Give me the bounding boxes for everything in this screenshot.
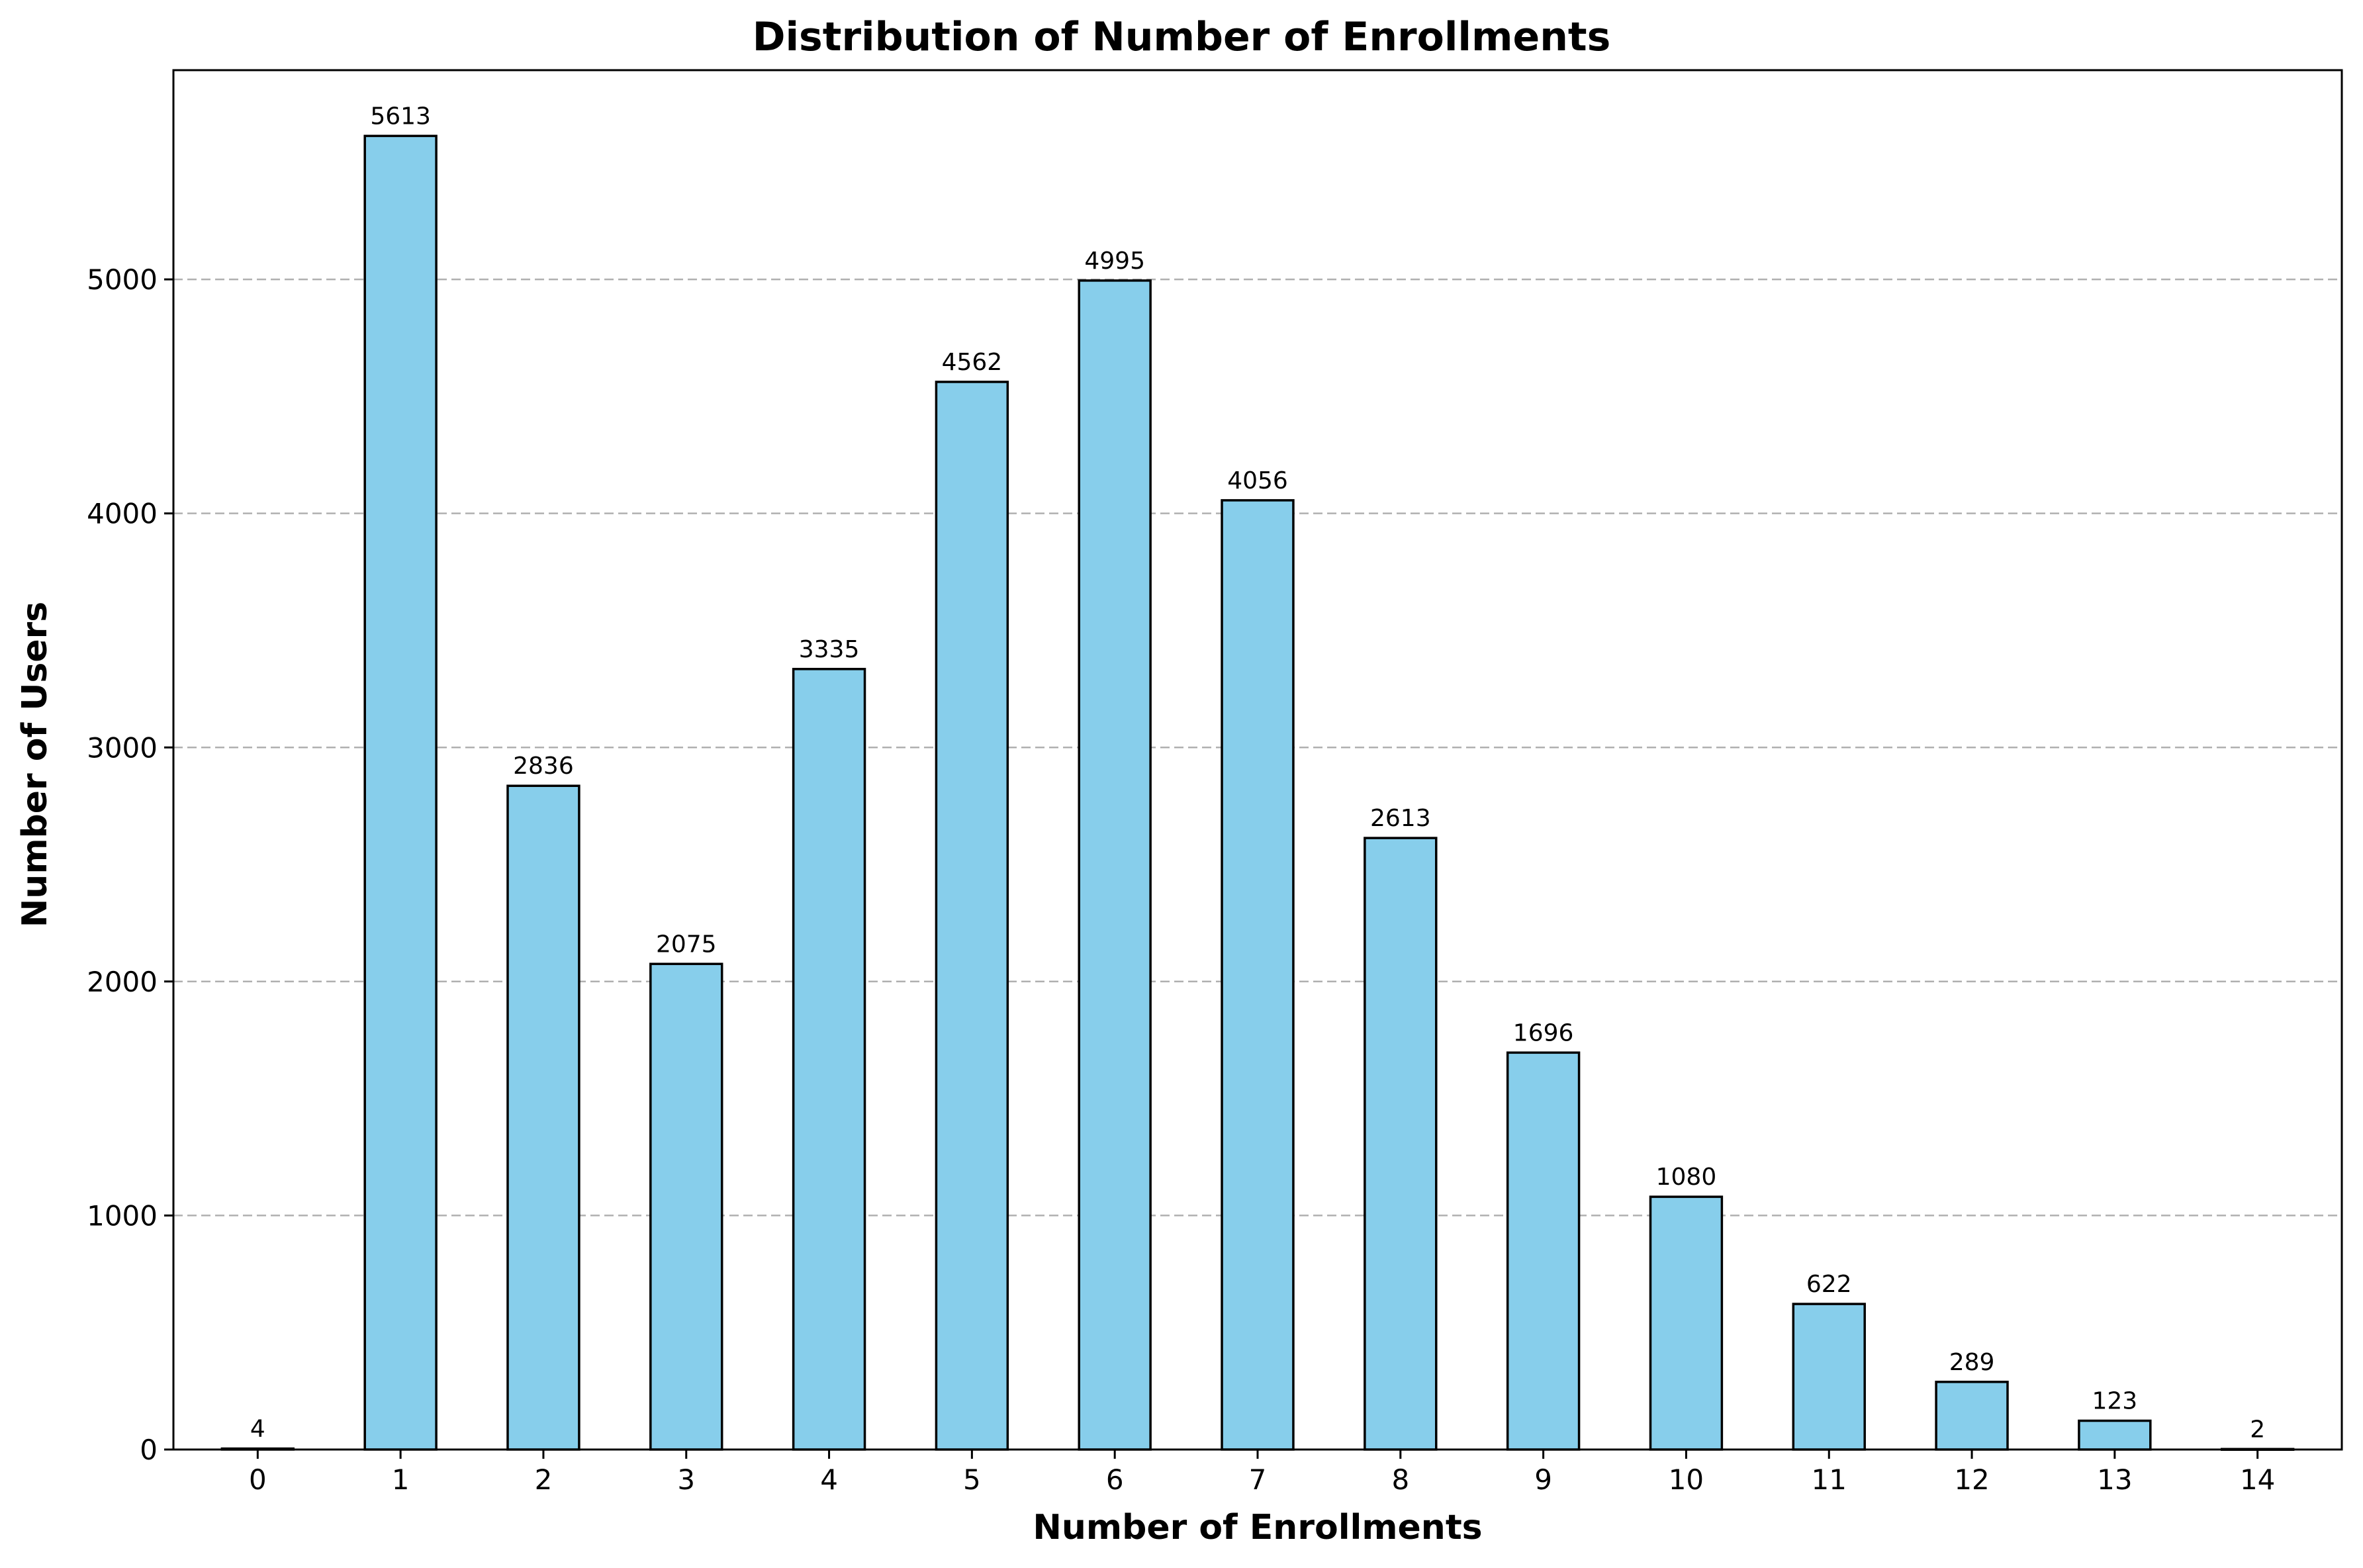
x-tick-label: 12 xyxy=(1954,1463,1989,1496)
bar-value-label: 1696 xyxy=(1513,1019,1574,1046)
y-axis-label: Number of Users xyxy=(15,602,55,927)
bar-value-label: 4562 xyxy=(942,349,1003,376)
x-axis-ticks: 0 1 2 3 4 5 6 7 8 9 10 11 12 13 14 xyxy=(249,1450,2275,1496)
bar xyxy=(2078,1419,2152,1451)
y-tick-label: 5000 xyxy=(87,263,158,296)
bars xyxy=(220,134,2295,1452)
bar-value-label: 1080 xyxy=(1656,1164,1717,1191)
bar-value-label: 4995 xyxy=(1084,248,1145,275)
x-tick-label: 7 xyxy=(1249,1463,1267,1496)
chart-title: Distribution of Number of Enrollments xyxy=(753,14,1611,60)
y-tick-label: 3000 xyxy=(87,731,158,764)
x-tick-label: 4 xyxy=(820,1463,838,1496)
bar-value-label: 2 xyxy=(2250,1416,2265,1443)
bar xyxy=(1935,1381,2009,1451)
bar xyxy=(506,784,580,1451)
x-tick-label: 9 xyxy=(1534,1463,1552,1496)
bar xyxy=(363,134,438,1451)
x-tick-label: 10 xyxy=(1669,1463,1704,1496)
bar-value-label: 2613 xyxy=(1370,805,1431,832)
bar xyxy=(1364,837,1438,1451)
bar-value-label: 5613 xyxy=(370,103,431,130)
bar-value-label: 4 xyxy=(250,1416,265,1443)
y-tick-label: 0 xyxy=(140,1434,158,1466)
x-tick-label: 6 xyxy=(1106,1463,1124,1496)
x-tick-label: 2 xyxy=(535,1463,553,1496)
bar-value-label: 2075 xyxy=(656,931,717,958)
y-tick-label: 4000 xyxy=(87,498,158,530)
bar-value-label: 289 xyxy=(1949,1349,1995,1376)
y-tick-label: 1000 xyxy=(87,1199,158,1232)
bar xyxy=(1078,279,1152,1451)
x-axis-label: Number of Enrollments xyxy=(1033,1508,1482,1547)
bar-value-label: 4056 xyxy=(1227,467,1288,494)
x-tick-label: 1 xyxy=(392,1463,410,1496)
data-labels: 4 5613 2836 2075 3335 4562 4995 4056 2613 1696 108… xyxy=(250,103,2265,1443)
bar xyxy=(792,668,866,1451)
bar xyxy=(1649,1195,1724,1451)
bar-value-label: 622 xyxy=(1806,1271,1852,1298)
bar xyxy=(649,962,723,1451)
bar xyxy=(1221,499,1295,1451)
bar-value-label: 123 xyxy=(2092,1388,2138,1415)
x-tick-label: 3 xyxy=(677,1463,695,1496)
x-tick-label: 8 xyxy=(1391,1463,1409,1496)
x-tick-label: 0 xyxy=(249,1463,267,1496)
x-tick-label: 13 xyxy=(2097,1463,2132,1496)
y-tick-label: 2000 xyxy=(87,966,158,998)
bar-value-label: 3335 xyxy=(799,636,860,663)
y-axis-ticks: 0 1000 2000 3000 4000 5000 xyxy=(87,263,173,1466)
bar xyxy=(1792,1303,1866,1451)
bar xyxy=(1506,1051,1581,1451)
bar xyxy=(935,381,1009,1451)
x-tick-label: 14 xyxy=(2240,1463,2275,1496)
x-tick-label: 11 xyxy=(1812,1463,1847,1496)
bar-value-label: 2836 xyxy=(513,753,574,780)
x-tick-label: 5 xyxy=(963,1463,981,1496)
